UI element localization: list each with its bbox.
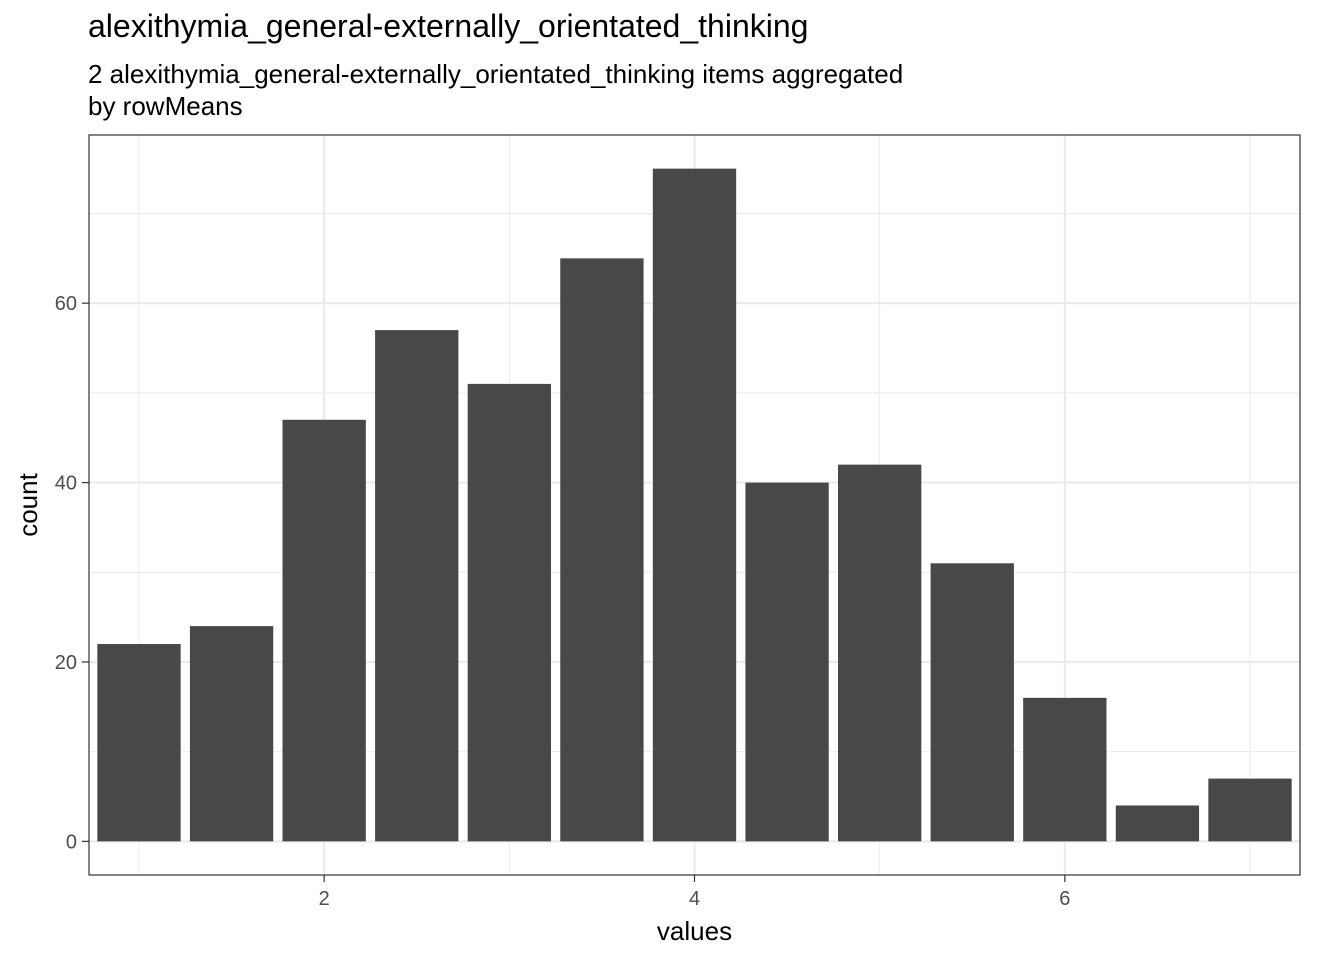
bar bbox=[838, 464, 922, 842]
bar bbox=[1023, 697, 1107, 842]
y-tick-label: 20 bbox=[55, 652, 77, 674]
bar bbox=[930, 563, 1014, 842]
x-axis-title: values bbox=[657, 916, 732, 946]
bar bbox=[1208, 778, 1292, 842]
y-tick-label: 60 bbox=[55, 293, 77, 315]
bar bbox=[189, 626, 274, 842]
y-tick-label: 40 bbox=[55, 473, 77, 495]
bar bbox=[745, 482, 829, 842]
x-tick-label: 6 bbox=[1059, 888, 1070, 910]
bars bbox=[97, 168, 1292, 842]
bar bbox=[467, 383, 551, 842]
bar bbox=[375, 330, 459, 842]
subtitle-line-1: 2 alexithymia_general-externally_orienta… bbox=[88, 59, 904, 89]
bar bbox=[652, 168, 737, 842]
bar bbox=[560, 258, 644, 842]
bar bbox=[282, 419, 366, 842]
bar bbox=[1115, 805, 1200, 842]
chart-title: alexithymia_general-externally_orientate… bbox=[88, 8, 809, 44]
chart-subtitle: 2 alexithymia_general-externally_orienta… bbox=[88, 58, 903, 122]
x-tick-label: 2 bbox=[319, 888, 330, 910]
x-tick-label: 4 bbox=[689, 888, 700, 910]
axis-ticks bbox=[82, 302, 1066, 882]
y-axis-title: count bbox=[13, 472, 43, 536]
y-tick-label: 0 bbox=[66, 831, 77, 853]
bar bbox=[97, 644, 181, 842]
subtitle-line-2: by rowMeans bbox=[88, 91, 243, 121]
